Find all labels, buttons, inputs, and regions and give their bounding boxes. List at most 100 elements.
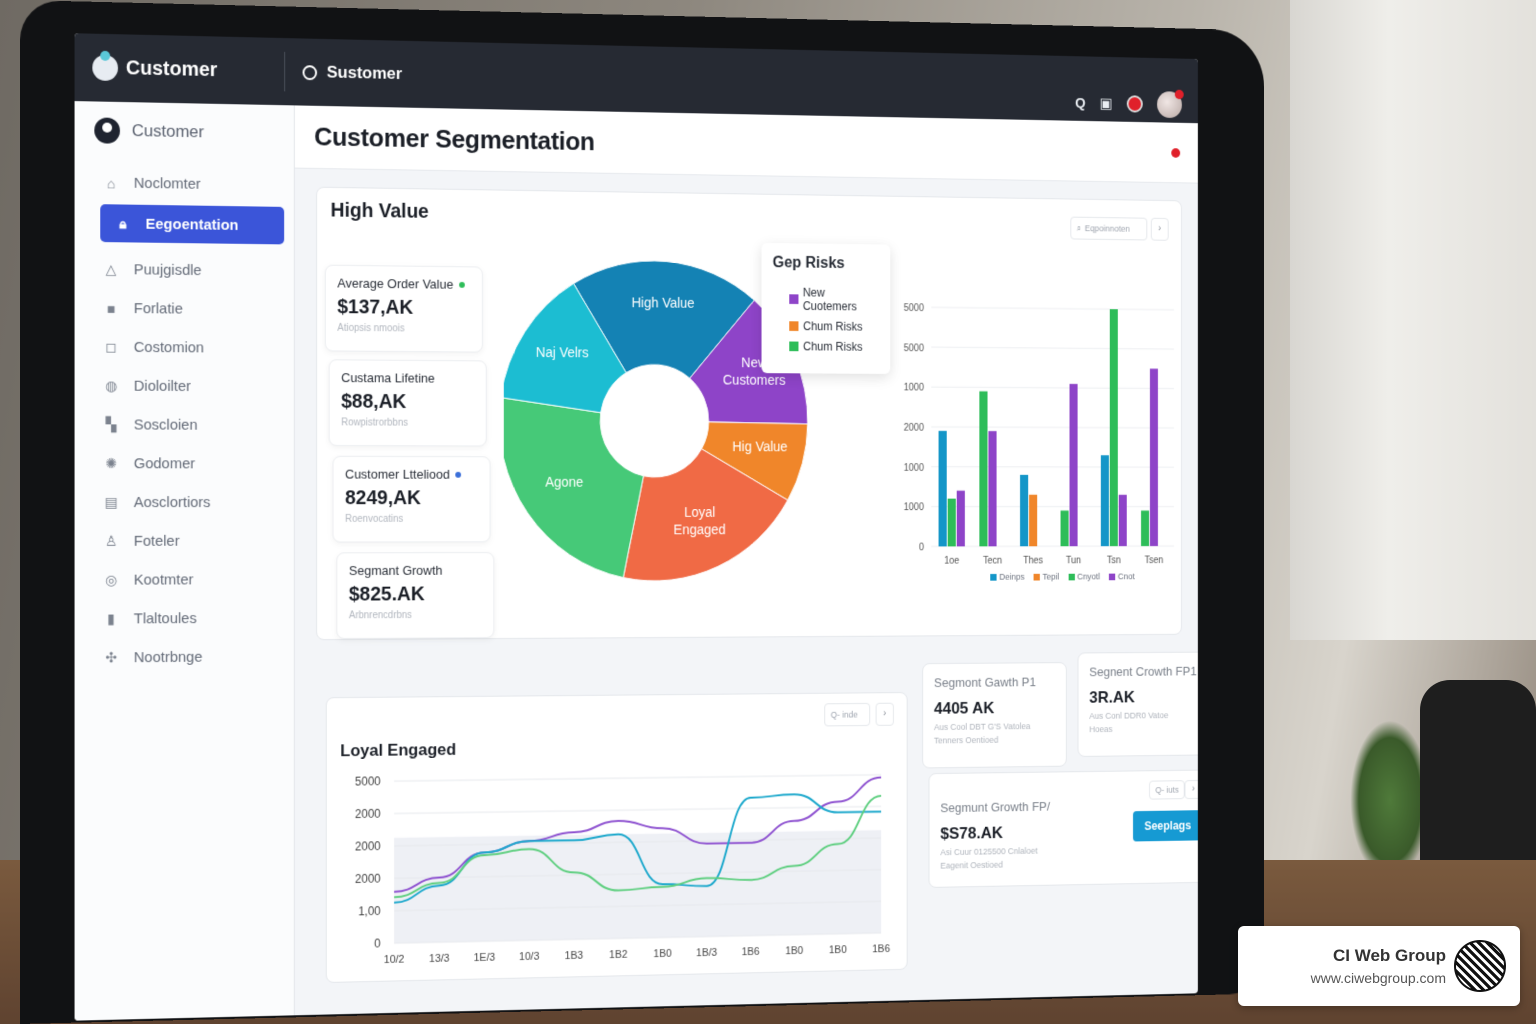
sidebar-item-4[interactable]: ◻ Costomion [75, 327, 294, 367]
bar-legend-item: Cnyotl [1068, 572, 1100, 582]
notification-icon[interactable] [1126, 95, 1143, 113]
home-icon: ⌂ [106, 174, 116, 191]
sidebar-item-2[interactable]: △ Puujgisdle [75, 250, 294, 291]
sidebar-header-label: Customer [131, 121, 205, 142]
sidebar-item-label: Soscloien [133, 416, 198, 434]
donut-label: Hig Value [732, 439, 787, 455]
user-icon [94, 117, 120, 144]
bar[interactable] [979, 391, 988, 547]
brand[interactable]: Customer [74, 47, 286, 92]
sidebar-item-10[interactable]: ◎ Kootmter [75, 560, 294, 599]
globe-icon: ✺ [105, 455, 117, 472]
globe-logo-icon [1454, 940, 1506, 992]
search-icon: ⌕ [1076, 222, 1082, 233]
kpi-card[interactable]: Average Order Value $137,AK Atiopsis nmooi… [324, 264, 483, 353]
sidebar-item-7[interactable]: ✺ Godomer [75, 444, 294, 483]
kpi-sub: Rowpistrorbbns [341, 417, 408, 429]
bar-legend-item: Deinps [990, 572, 1025, 582]
segment-growth-card-2[interactable]: Segnent Crowth FP1 3R.AK Aus Conl DDR0 V… [1077, 651, 1198, 757]
sidebar-item-3[interactable]: ■ Forlatie [75, 289, 294, 330]
kpi-card[interactable]: Custama Lifetine $88,AK Rowpistrorbbns [328, 359, 487, 447]
y-tick: 2000 [355, 807, 381, 821]
sidebar-item-6[interactable]: ▚ Soscloien [75, 405, 294, 445]
kpi-card[interactable]: Segmant Growth $825.AK Arbnrencdrbns [336, 552, 495, 640]
card-search-input[interactable]: Q- iuts [1149, 780, 1185, 800]
legend-item[interactable]: New Cuotemers [789, 286, 879, 314]
line-next-button[interactable]: › [875, 702, 894, 726]
bar[interactable] [1118, 494, 1127, 547]
legend-swatch-icon [789, 294, 799, 305]
donut-slice[interactable] [574, 260, 755, 379]
bar[interactable] [1149, 368, 1158, 547]
bar[interactable] [1020, 474, 1029, 547]
segment-donut-chart[interactable]: High Value NewCustomers Hig Value LoyalEnga… [504, 239, 812, 600]
top-tab-customer[interactable]: Sustomer [285, 62, 402, 84]
sidebar-item-9[interactable]: ♙ Foteler [75, 522, 294, 561]
donut-slice[interactable] [623, 449, 787, 581]
watermark-url: www.ciwebgroup.com [1310, 970, 1446, 986]
panel-search-input[interactable]: ⌕ Eqpoinnoten [1070, 216, 1148, 241]
bar-legend: Deinps Tepil Cnyotl Cnot [990, 572, 1135, 582]
x-tick: Tsn [1107, 556, 1121, 566]
sidebar-item-0[interactable]: ⌂ Noclomter [75, 163, 294, 205]
background-plant [1350, 720, 1430, 880]
bar[interactable] [1109, 309, 1118, 547]
x-tick: 1B3 [565, 950, 583, 962]
sidebar-item-8[interactable]: ▤ Aosclortiors [75, 483, 294, 522]
bar[interactable] [1029, 494, 1038, 547]
sidebar-header[interactable]: Customer [75, 113, 294, 167]
bar[interactable] [938, 430, 947, 547]
sidebar-item-label: Noclomter [133, 174, 201, 193]
legend-title: Gep Risks [772, 254, 845, 272]
segments-button[interactable]: Seeplags [1133, 810, 1198, 842]
segment-growth-card-1[interactable]: Segmont Gawth P1 4405 AK Aus Cool DBT G'… [922, 662, 1067, 769]
sidebar-item-label: Tlaltoules [133, 610, 197, 628]
top-actions: Q ▣ [1075, 61, 1198, 119]
card-value: 3R.AK [1089, 688, 1135, 707]
panel-next-button[interactable]: › [1150, 217, 1169, 241]
kpi-value: $88,AK [341, 390, 407, 413]
sidebar-item-5[interactable]: ◍ Dioloilter [75, 366, 294, 406]
pin-icon[interactable] [1171, 147, 1181, 158]
sidebar-item-label: Costomion [133, 338, 205, 357]
line-search-input[interactable]: Q- inde [824, 702, 871, 727]
sidebar-item-12[interactable]: ✣ Nootrbnge [75, 637, 294, 677]
y-tick: 1000 [904, 463, 925, 474]
donut-slice[interactable] [702, 422, 808, 500]
bar-legend-item: Tepil [1033, 572, 1059, 582]
bar[interactable] [1100, 455, 1109, 547]
bar[interactable] [1141, 510, 1150, 547]
card-sub: Aus Conl DDR0 Vatoe [1089, 710, 1169, 721]
sidebar-item-1[interactable]: 🔒︎ Eegoentation [100, 204, 285, 245]
legend-item[interactable]: Chum Risks [789, 340, 879, 354]
x-tick: 1B6 [742, 946, 760, 958]
sidebar-item-label: Forlatie [133, 300, 183, 318]
x-tick: 10/3 [519, 951, 539, 963]
bookmark-icon[interactable]: ▣ [1099, 95, 1113, 113]
legend-swatch-icon [1068, 573, 1075, 580]
bar[interactable] [988, 431, 997, 547]
kpi-card[interactable]: Customer Ltteliood 8249,AK Roenvocatins [332, 455, 491, 543]
folder-icon: ■ [106, 300, 116, 317]
segment-bar-chart[interactable]: 0 1000 1000 2000 1000 5000 5000 1oe Tecn Thes Tun T… [895, 288, 1183, 604]
loyal-engaged-line-chart[interactable]: 0 1,00 2000 2000 2000 5000 10/2 13/3 1E/3 10/3 1B3… [336, 760, 899, 974]
card-sub: Tenners Oentioed [934, 735, 999, 746]
x-tick: 13/3 [429, 953, 449, 965]
sidebar-item-11[interactable]: ▮ Tlaltoules [75, 599, 294, 639]
panel-title: High Value [330, 199, 429, 223]
card-next-button[interactable]: › [1184, 779, 1198, 800]
bar[interactable] [1060, 510, 1069, 547]
circle-icon [302, 64, 318, 80]
main-content: Customer Segmentation High Value ⌕ Eqpoi… [294, 105, 1198, 1015]
x-tick: 1B2 [609, 949, 627, 961]
y-tick: 5000 [904, 343, 925, 354]
legend-item[interactable]: Chum Risks [789, 319, 879, 333]
camera-icon: ◍ [105, 377, 118, 394]
bar[interactable] [1069, 383, 1078, 547]
background-window [1290, 0, 1536, 640]
bar[interactable] [956, 490, 965, 547]
legend-popover: Gep Risks New Cuotemers Chum Risks Chum Ri… [761, 242, 891, 374]
search-icon[interactable]: Q [1075, 94, 1086, 112]
avatar[interactable] [1157, 91, 1182, 119]
bar[interactable] [947, 498, 956, 547]
